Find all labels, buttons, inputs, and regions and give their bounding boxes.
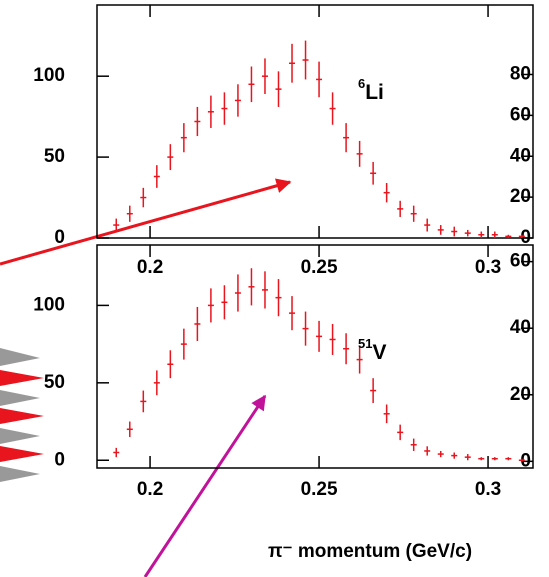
x-axis-title: π⁻ momentum (GeV/c) <box>268 541 472 562</box>
y2-tick-label: 60 <box>510 104 531 125</box>
y-tick-label: 50 <box>44 146 65 167</box>
annotation-mass: 51 <box>358 336 372 351</box>
annotation-mass: 6 <box>358 76 365 91</box>
x-tick-label: 0.3 <box>475 479 501 500</box>
x-tick-label: 0.25 <box>301 257 338 278</box>
annotation: 6Li <box>358 76 384 103</box>
y2-tick-label: 60 <box>510 251 531 272</box>
y2-tick-label: 20 <box>510 186 531 207</box>
side-decoration <box>0 348 44 482</box>
y-tick-label: 0 <box>54 449 65 470</box>
y2-tick-label: 0 <box>520 450 531 471</box>
annotation: 51V <box>358 336 386 363</box>
x-tick-label: 0.3 <box>475 257 501 278</box>
y-tick-label: 100 <box>33 294 65 315</box>
x-tick-label: 0.25 <box>301 479 338 500</box>
arrow <box>0 178 292 266</box>
x-tick-label: 0.2 <box>137 479 163 500</box>
arrow <box>143 394 267 577</box>
y-tick-label: 50 <box>44 372 65 393</box>
y2-tick-label: 40 <box>510 145 531 166</box>
y2-tick-label: 80 <box>510 64 531 85</box>
annotation-element: V <box>372 341 386 364</box>
plot-frame <box>96 244 534 469</box>
annotation-element: Li <box>365 81 384 104</box>
y2-tick-label: 0 <box>520 227 531 248</box>
plot-frame <box>96 4 534 239</box>
x-tick-label: 0.2 <box>137 257 163 278</box>
y-tick-label: 100 <box>33 65 65 86</box>
y-tick-label: 0 <box>54 227 65 248</box>
y2-tick-label: 40 <box>510 317 531 338</box>
y2-tick-label: 20 <box>510 384 531 405</box>
